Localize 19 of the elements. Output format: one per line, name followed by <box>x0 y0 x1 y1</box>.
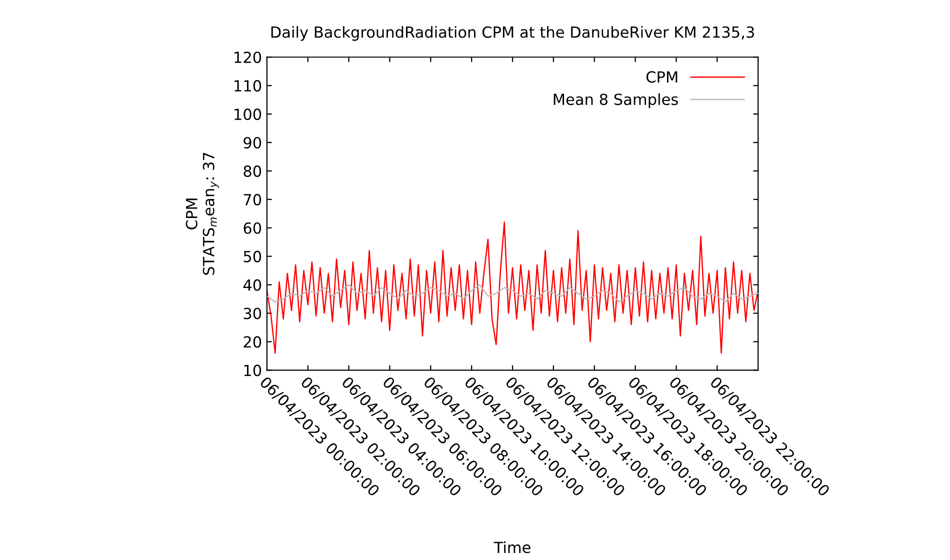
y-axis-title: CPM STATS$_{m}$ean$_{y}$: 37 <box>186 152 219 275</box>
y-tick-label: 90 <box>244 136 262 149</box>
line-series <box>266 222 758 354</box>
y-tick-label: 110 <box>234 80 262 92</box>
y-tick-label: 120 <box>234 52 262 64</box>
line-series <box>266 284 758 302</box>
y-tick-label: 50 <box>244 250 262 262</box>
y-tick-label: 60 <box>244 222 262 234</box>
y-tick-label: 100 <box>234 108 262 120</box>
y-tick-label: 70 <box>244 194 262 206</box>
y-tick-label: 30 <box>244 308 262 320</box>
chart-title: Daily BackgroundRadiation CPM at the DanubeRiver KM 2135,3 <box>271 26 754 41</box>
legend-label: Mean 8 Samples <box>554 93 678 108</box>
y-tick-label: 20 <box>244 336 262 348</box>
legend-label: CPM <box>646 71 678 83</box>
x-axis-title: Time <box>494 541 530 554</box>
y-tick-label: 40 <box>243 279 262 291</box>
y-tick-label: 80 <box>244 165 262 177</box>
y-tick-label: 10 <box>244 364 262 376</box>
